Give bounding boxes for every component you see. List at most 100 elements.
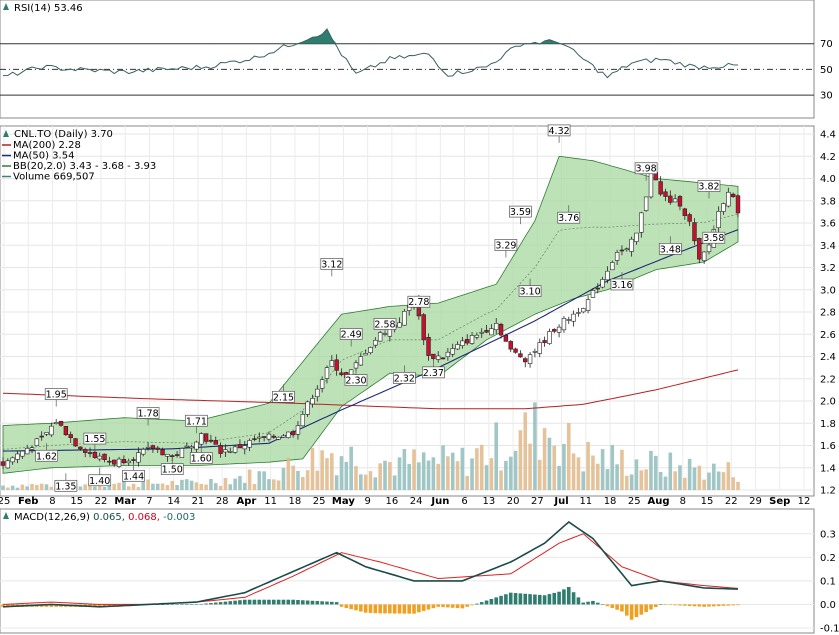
candle <box>479 328 484 338</box>
annotation-box <box>339 328 363 340</box>
volume-bar <box>697 465 702 490</box>
date-tick-label: May <box>332 496 355 507</box>
date-tick-label: 22 <box>725 496 738 507</box>
volume-bar <box>494 422 499 490</box>
macd-histogram-bar <box>209 603 213 605</box>
annotation-label: 3.76 <box>558 213 579 224</box>
volume-bar <box>412 449 416 490</box>
volume-bar <box>446 456 450 490</box>
date-tick-label: 16 <box>386 496 399 507</box>
price-annotation: 2.78 <box>407 295 431 315</box>
candle-body <box>634 232 639 242</box>
volume-bar <box>615 464 619 490</box>
macd-histogram-bar <box>223 601 228 605</box>
macd-histogram-bar <box>721 604 726 606</box>
candle <box>58 420 64 427</box>
macd-histogram-bar <box>562 589 566 605</box>
candle <box>73 438 78 447</box>
candle <box>610 260 615 271</box>
macd-axis: 0.3 0.2 0.1 0.0 -0.1 <box>820 529 839 634</box>
candle-body <box>184 445 189 448</box>
volume-bar <box>712 463 716 490</box>
candle <box>561 316 567 333</box>
annotation-label: 3.48 <box>660 244 681 255</box>
macd-histogram-bar <box>213 602 218 605</box>
candle <box>435 351 441 363</box>
candle <box>165 453 170 462</box>
price-tick-label: 1.6 <box>820 441 836 452</box>
volume-bar <box>736 481 740 490</box>
candle <box>189 444 194 454</box>
macd-histogram-bar <box>257 599 262 605</box>
candle <box>445 347 451 361</box>
candle-body <box>682 208 688 216</box>
macd-histogram-bar <box>702 604 706 607</box>
volume-bar <box>102 486 107 490</box>
candle <box>465 334 470 346</box>
volume-bar <box>151 483 155 490</box>
date-tick-label: 15 <box>70 496 83 507</box>
volume-bar <box>88 483 92 490</box>
macd-histogram-bar <box>731 604 735 606</box>
candle-body <box>34 438 40 446</box>
candle <box>24 444 30 455</box>
volume-bar <box>180 479 184 490</box>
candle <box>10 456 15 465</box>
macd-histogram-bar <box>455 604 460 609</box>
candle <box>63 426 69 437</box>
annotation-label: 1.55 <box>84 434 105 445</box>
volume-bar <box>175 484 179 490</box>
candlesticks <box>0 167 741 469</box>
date-axis: 25 Feb 8 15 22 Mar 7 14 21 28 Apr 11 18 25 May 9 16 24 Jun… <box>0 496 810 507</box>
price-annotation: 3.59 <box>509 205 532 225</box>
date-tick-label: Sep <box>769 496 790 507</box>
candle-body <box>537 342 542 354</box>
candle-body <box>39 435 44 438</box>
candle <box>83 447 88 458</box>
annotation-box <box>407 295 431 308</box>
annotation-box <box>634 162 658 175</box>
macd-histogram-bar <box>508 592 513 605</box>
volume-bar <box>663 476 668 490</box>
candle <box>237 439 243 449</box>
macd-histogram-bar <box>494 597 499 605</box>
candle <box>44 432 49 436</box>
volume-bar <box>257 471 262 490</box>
macd-histogram-bar <box>102 604 107 607</box>
volume-bar <box>39 483 44 490</box>
volume-bar <box>271 479 276 490</box>
candle <box>208 434 214 444</box>
candle <box>426 333 431 361</box>
macd-histogram-bar <box>504 594 508 605</box>
price-annotation: 1.40 <box>88 467 112 487</box>
macd-histogram-bar <box>373 604 378 614</box>
price-panel: 1.95 1.35 1.62 1.55 1.40 1.44 1.78 1.50 1.71 1.60… <box>0 124 836 507</box>
macd-histogram-bar <box>605 604 610 607</box>
annotation-label: 1.62 <box>36 451 57 462</box>
candle <box>552 328 557 334</box>
volume-bar <box>533 402 537 490</box>
candle <box>590 288 596 298</box>
macd-histogram-bar <box>484 600 489 605</box>
volume-bar <box>97 484 102 490</box>
macd-histogram-bar <box>547 594 552 605</box>
annotation-box <box>320 258 344 270</box>
volume-bar <box>624 475 629 490</box>
price-annotation: 2.37 <box>422 359 445 379</box>
price-annotation: 3.76 <box>557 205 581 224</box>
volume-bar <box>233 478 237 490</box>
macd-histogram-bar <box>663 604 668 605</box>
macd-histogram-bar <box>421 604 426 611</box>
annotation-box <box>697 180 721 192</box>
candle <box>15 450 20 464</box>
volume-bar <box>378 463 382 490</box>
macd-histogram-bar <box>499 595 503 605</box>
macd-histogram-bar <box>687 604 692 607</box>
candle-body <box>271 435 276 438</box>
date-tick-label: 14 <box>167 496 180 507</box>
date-tick-label: 8 <box>680 496 686 507</box>
macd-histogram-bar <box>644 604 648 613</box>
annotation-box <box>136 407 160 419</box>
macd-histogram-bar <box>470 604 474 606</box>
candle-body <box>629 238 634 252</box>
